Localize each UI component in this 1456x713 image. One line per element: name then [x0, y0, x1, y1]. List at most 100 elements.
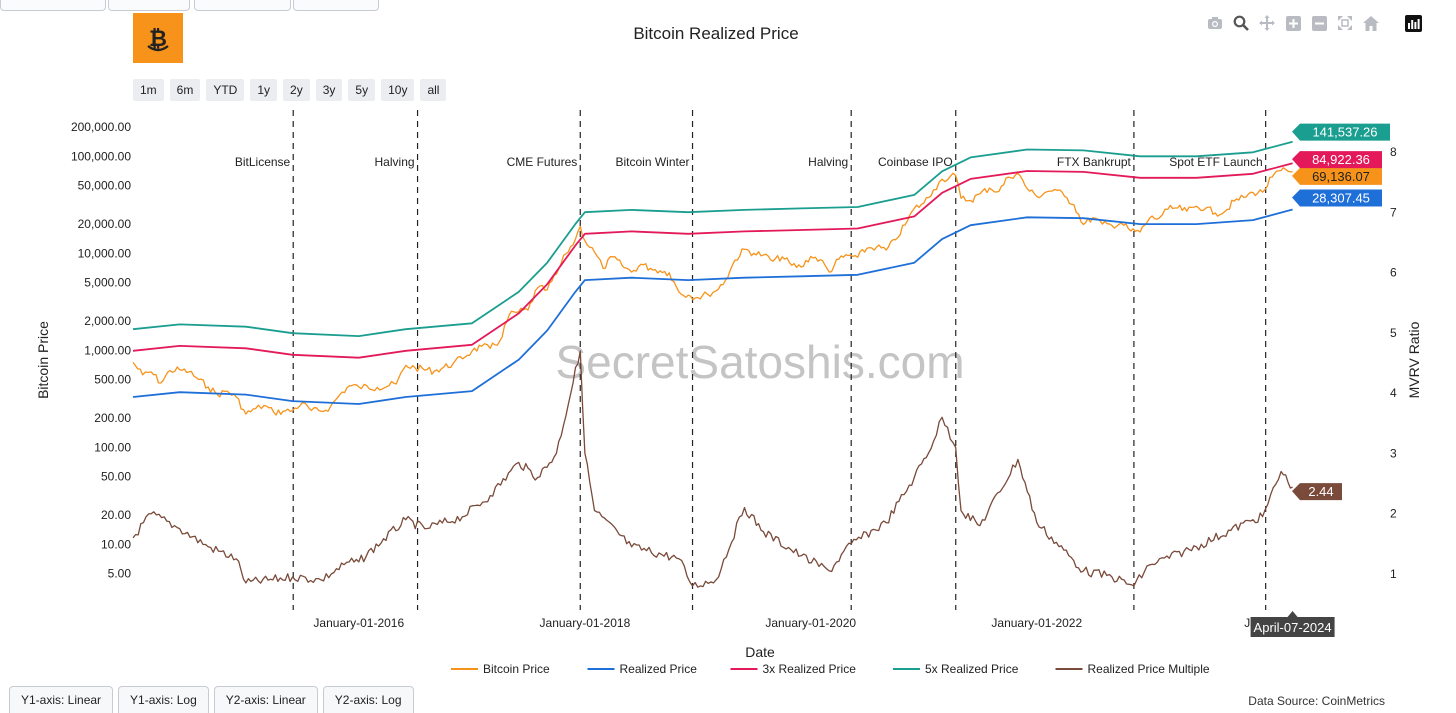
- y2-tick-label: 8: [1390, 145, 1397, 159]
- top-tab-1[interactable]: [0, 0, 106, 11]
- bar-chart-logo-icon[interactable]: [1404, 14, 1422, 32]
- range-button-5y[interactable]: 5y: [348, 79, 376, 101]
- autoscale-icon[interactable]: [1336, 14, 1354, 32]
- y2-tick-label: 2: [1390, 507, 1397, 521]
- last-value-badge: [1292, 483, 1342, 501]
- event-label: CME Futures: [507, 155, 578, 169]
- y-tick-label: 500.00: [94, 373, 131, 387]
- y-tick-label: 10.00: [101, 537, 131, 551]
- y-tick-label: 200.00: [94, 411, 131, 425]
- last-value-text: 69,136.07: [1312, 169, 1370, 184]
- last-value-text: 28,307.45: [1312, 190, 1370, 205]
- last-value-labels: 69,136.07 28,307.45 84,922.36 141,537.26 2.4…: [1292, 123, 1390, 501]
- series-line: [132, 140, 1293, 338]
- range-button-3y[interactable]: 3y: [315, 79, 343, 101]
- y2-tick-label: 4: [1390, 386, 1397, 400]
- range-button-all[interactable]: all: [420, 79, 447, 101]
- range-selector: 1m 6m YTD 1y 2y 3y 5y 10y all: [133, 79, 447, 101]
- legend: Bitcoin Price Realized Price 3x Realized P…: [451, 662, 1210, 676]
- zoom-in-icon[interactable]: [1284, 14, 1302, 32]
- svg-text:₿: ₿: [149, 26, 167, 51]
- y2-tick-label: 6: [1390, 266, 1397, 280]
- series-line: [132, 162, 1293, 359]
- y-axis: 5.00 10.00 20.00 50.00 100.00 200.00 500.00 1,0…: [71, 120, 131, 580]
- y2-tick-label: 7: [1390, 205, 1397, 219]
- zoom-icon[interactable]: [1232, 14, 1250, 32]
- y-tick-label: 5,000.00: [84, 276, 131, 290]
- series-line: [132, 167, 1293, 416]
- last-value-badge: [1292, 167, 1382, 185]
- legend-label[interactable]: 5x Realized Price: [925, 662, 1019, 676]
- event-annotations: BitLicense Halving CME Futures Bitcoin Wint…: [235, 110, 1267, 610]
- axis-button-4[interactable]: Y2-axis: Log: [322, 686, 414, 713]
- top-tab-2[interactable]: [108, 0, 190, 11]
- range-button-6m[interactable]: 6m: [169, 79, 201, 101]
- axis-button-2[interactable]: Y1-axis: Log: [118, 686, 209, 713]
- zoom-out-icon[interactable]: [1310, 14, 1328, 32]
- series-line: [132, 208, 1293, 405]
- y-tick-label: 100,000.00: [71, 149, 131, 163]
- range-button-1m[interactable]: 1m: [133, 79, 164, 101]
- pan-icon[interactable]: [1258, 14, 1276, 32]
- event-label: Coinbase IPO: [878, 155, 953, 169]
- last-value-text: 2.44: [1308, 484, 1333, 499]
- top-tab-4[interactable]: [293, 0, 379, 11]
- y2-axis-title: MVRV Ratio: [1406, 321, 1422, 398]
- last-value-text: 141,537.26: [1312, 125, 1377, 140]
- data-source-note: Data Source: CoinMetrics: [1248, 694, 1385, 708]
- axis-button-1[interactable]: Y1-axis: Linear: [9, 686, 114, 713]
- x-axis: January-01-2016 January-01-2018 January-01…: [313, 616, 1281, 630]
- range-button-10y[interactable]: 10y: [381, 79, 415, 101]
- axis-button-3[interactable]: Y2-axis: Linear: [213, 686, 318, 713]
- axis-scale-buttons: Y1-axis: Linear Y1-axis: Log Y2-axis: Line…: [9, 686, 414, 713]
- y-tick-label: 20.00: [101, 508, 131, 522]
- chart-title: Bitcoin Realized Price: [633, 24, 798, 43]
- event-label: Spot ETF Launch: [1169, 155, 1262, 169]
- y2-tick-label: 5: [1390, 326, 1397, 340]
- range-button-2y[interactable]: 2y: [283, 79, 310, 101]
- series-lines: [132, 140, 1293, 588]
- event-label: Bitcoin Winter: [615, 155, 689, 169]
- y2-tick-label: 1: [1390, 567, 1397, 581]
- y-tick-label: 2,000.00: [84, 314, 131, 328]
- y-tick-label: 5.00: [108, 567, 132, 581]
- x-axis-title: Date: [745, 644, 775, 660]
- hover-date-text: April-07-2024: [1254, 620, 1332, 635]
- y-tick-label: 50,000.00: [78, 178, 132, 192]
- x-tick-label: January-01-2018: [540, 616, 631, 630]
- watermark: SecretSatoshis.com: [555, 336, 964, 388]
- y2-tick-label: 3: [1390, 446, 1397, 460]
- chart-modebar: [1206, 14, 1422, 32]
- legend-label[interactable]: Realized Price Multiple: [1088, 662, 1210, 676]
- event-label: Halving: [808, 155, 848, 169]
- range-button-1y[interactable]: 1y: [250, 79, 278, 101]
- event-label: Halving: [375, 155, 415, 169]
- y-tick-label: 100.00: [94, 440, 131, 454]
- top-tab-3[interactable]: [194, 0, 291, 11]
- bitcoin-smile-logo-icon: ₿: [147, 26, 169, 52]
- reset-home-icon[interactable]: [1362, 14, 1380, 32]
- x-tick-label: January-01-2016: [313, 616, 404, 630]
- last-value-badge: [1292, 189, 1382, 207]
- y-tick-label: 10,000.00: [78, 246, 132, 260]
- last-value-badge: [1292, 123, 1390, 141]
- legend-label[interactable]: Realized Price: [620, 662, 698, 676]
- y-tick-label: 200,000.00: [71, 120, 131, 134]
- hover-date-badge: [1250, 611, 1335, 637]
- bitcoin-smile-logo: ₿: [133, 13, 183, 63]
- y-tick-label: 1,000.00: [84, 343, 131, 357]
- y-tick-label: 50.00: [101, 470, 131, 484]
- x-tick-label: January-01-2020: [765, 616, 856, 630]
- last-value-text: 84,922.36: [1312, 152, 1370, 167]
- legend-label[interactable]: Bitcoin Price: [483, 662, 550, 676]
- camera-icon[interactable]: [1206, 14, 1224, 32]
- x-tick-label: January-01-2022: [991, 616, 1082, 630]
- event-label: BitLicense: [235, 155, 291, 169]
- series-line: [132, 350, 1293, 588]
- y-axis-title: Bitcoin Price: [35, 321, 51, 399]
- y2-axis: 1 2 3 4 5 6 7 8: [1390, 145, 1397, 581]
- hover-date-label: April-07-2024: [1250, 611, 1335, 637]
- range-button-ytd[interactable]: YTD: [206, 79, 245, 101]
- legend-label[interactable]: 3x Realized Price: [763, 662, 857, 676]
